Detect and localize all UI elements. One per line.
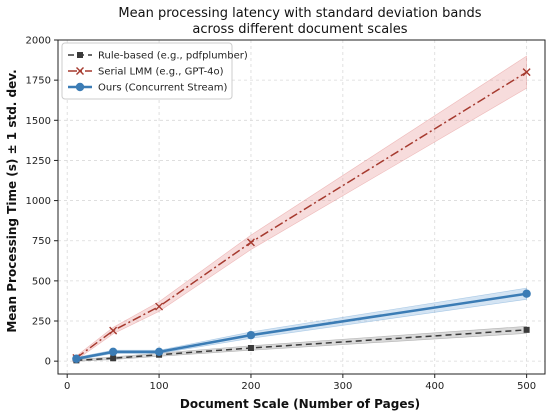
y-tick-label: 0 [45, 357, 51, 368]
x-tick-label: 200 [241, 381, 260, 392]
x-tick-label: 0 [64, 381, 70, 392]
legend-marker-rule-based-e-g-pdfplumber [77, 52, 83, 58]
legend: Rule-based (e.g., pdfplumber) Serial LMM … [61, 42, 248, 100]
y-tick-label: 1750 [26, 76, 51, 87]
y-axis-label: Mean Processing Time (s) ± 1 std. dev. [5, 69, 19, 332]
x-tick-label: 100 [150, 381, 169, 392]
data-point-ours-concurrent-stream [108, 347, 118, 357]
data-point-serial-lmm-e-g-gpt-4o [246, 238, 255, 247]
legend-label-serial-lmm-e-g-gpt-4o: Serial LMM (e.g., GPT-4o) [98, 67, 224, 78]
x-tick-label: 400 [425, 381, 444, 392]
data-point-serial-lmm-e-g-gpt-4o [155, 302, 164, 311]
x-tick-label: 300 [333, 381, 352, 392]
legend-marker-serial-lmm-e-g-gpt-4o [76, 67, 84, 75]
std-band-serial-lmm-e-g-gpt-4o [76, 55, 527, 361]
y-tick-label: 2000 [26, 36, 51, 47]
data-point-rule-based-e-g-pdfplumber [523, 326, 530, 333]
data-point-rule-based-e-g-pdfplumber [247, 344, 254, 351]
y-axis-ticks: 0 250 500 750 1000 1250 1500 1750 2000 [26, 36, 58, 368]
data-point-rule-based-e-g-pdfplumber [110, 355, 117, 362]
chart-title-line-1: Mean processing latency with standard de… [118, 6, 481, 21]
data-point-ours-concurrent-stream [72, 354, 81, 363]
plot-frame [57, 39, 546, 375]
chart-title-line-2: across different document scales [192, 22, 407, 37]
series-markers [72, 68, 531, 364]
legend-label-ours-concurrent-stream: Ours (Concurrent Stream) [98, 83, 227, 94]
y-tick-label: 1250 [26, 156, 51, 167]
std-bands [76, 55, 527, 362]
x-tick-label: 500 [517, 381, 536, 392]
data-point-ours-concurrent-stream [246, 330, 256, 340]
y-tick-label: 500 [32, 276, 51, 287]
x-axis-ticks: 0 100 200 300 400 500 [64, 374, 536, 392]
legend-box [61, 42, 233, 100]
std-band-ours-concurrent-stream [76, 287, 527, 361]
y-tick-label: 1500 [26, 116, 51, 127]
y-tick-label: 750 [32, 236, 51, 247]
data-point-ours-concurrent-stream [154, 347, 164, 357]
legend-label-rule-based-e-g-pdfplumber: Rule-based (e.g., pdfplumber) [98, 51, 248, 62]
data-point-ours-concurrent-stream [522, 289, 531, 298]
legend-marker-ours-concurrent-stream [75, 82, 85, 92]
data-point-serial-lmm-e-g-gpt-4o [522, 68, 531, 77]
data-point-serial-lmm-e-g-gpt-4o [109, 326, 118, 335]
y-tick-label: 1000 [26, 196, 51, 207]
std-band-rule-based-e-g-pdfplumber [76, 325, 527, 362]
x-axis-label: Document Scale (Number of Pages) [180, 397, 420, 411]
y-tick-label: 250 [32, 317, 51, 328]
